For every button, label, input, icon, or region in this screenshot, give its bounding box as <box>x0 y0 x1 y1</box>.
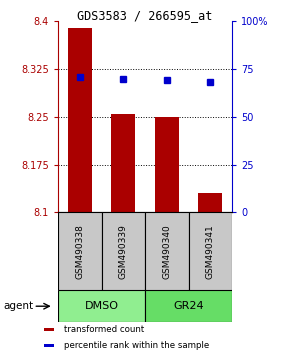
Text: GDS3583 / 266595_at: GDS3583 / 266595_at <box>77 10 213 22</box>
Bar <box>145 290 232 322</box>
Bar <box>44 344 54 347</box>
Text: GSM490341: GSM490341 <box>206 224 215 279</box>
Bar <box>155 117 179 212</box>
Text: GSM490339: GSM490339 <box>119 224 128 279</box>
Bar <box>188 212 232 290</box>
Bar <box>102 212 145 290</box>
Text: GSM490338: GSM490338 <box>75 224 84 279</box>
Text: transformed count: transformed count <box>64 325 144 334</box>
Text: DMSO: DMSO <box>84 301 119 311</box>
Text: GSM490340: GSM490340 <box>162 224 171 279</box>
Bar <box>44 328 54 331</box>
Bar <box>58 212 102 290</box>
Text: agent: agent <box>3 301 33 311</box>
Bar <box>58 290 145 322</box>
Text: GR24: GR24 <box>173 301 204 311</box>
Bar <box>111 114 135 212</box>
Bar <box>68 28 92 212</box>
Bar <box>198 193 222 212</box>
Text: percentile rank within the sample: percentile rank within the sample <box>64 341 209 350</box>
Bar <box>145 212 188 290</box>
